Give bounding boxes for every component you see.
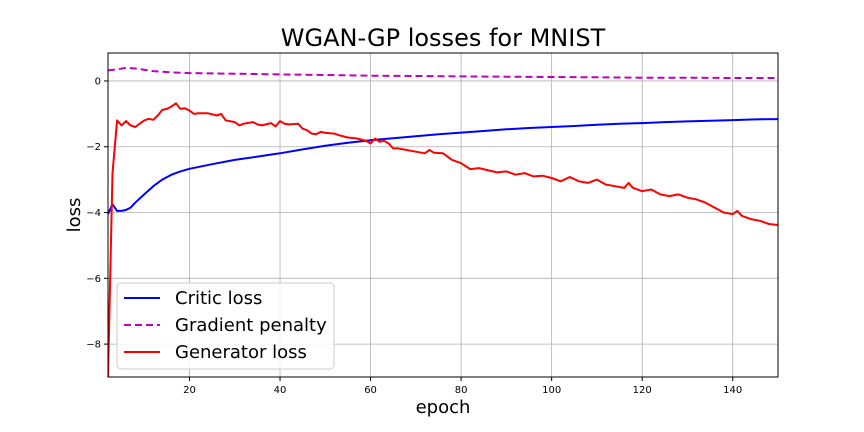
y-tick-label: −8 xyxy=(86,340,101,351)
series-line-gradient-penalty xyxy=(108,66,778,79)
x-axis-label: epoch xyxy=(416,397,471,418)
y-tick-label: −4 xyxy=(86,208,101,219)
x-tick-label: 60 xyxy=(364,385,377,396)
y-axis-label: loss xyxy=(64,198,85,233)
series-line-critic-loss xyxy=(108,118,778,215)
legend-label: Gradient penalty xyxy=(175,315,327,336)
legend: Critic loss Gradient penalty Generator los… xyxy=(116,282,335,370)
legend-box xyxy=(116,282,335,370)
series-line-generator-loss xyxy=(108,102,778,377)
y-tick-label: 0 xyxy=(95,76,101,87)
x-tick-label: 140 xyxy=(723,385,742,396)
series-layer xyxy=(108,66,778,377)
axis-ticks: 20 40 60 80 100 120 140 −8 −6 −4 −2 0 xyxy=(86,76,742,396)
chart-title: WGAN-GP losses for MNIST xyxy=(281,24,606,52)
x-tick-label: 20 xyxy=(183,385,196,396)
legend-label: Generator loss xyxy=(175,342,307,363)
plot-area-frame xyxy=(107,52,779,378)
grid xyxy=(108,53,778,377)
x-tick-label: 40 xyxy=(274,385,287,396)
x-tick-label: 80 xyxy=(455,385,468,396)
y-tick-label: −2 xyxy=(86,142,101,153)
y-tick-label: −6 xyxy=(86,274,101,285)
x-tick-label: 120 xyxy=(633,385,652,396)
x-tick-label: 100 xyxy=(542,385,561,396)
legend-label: Critic loss xyxy=(175,288,262,309)
